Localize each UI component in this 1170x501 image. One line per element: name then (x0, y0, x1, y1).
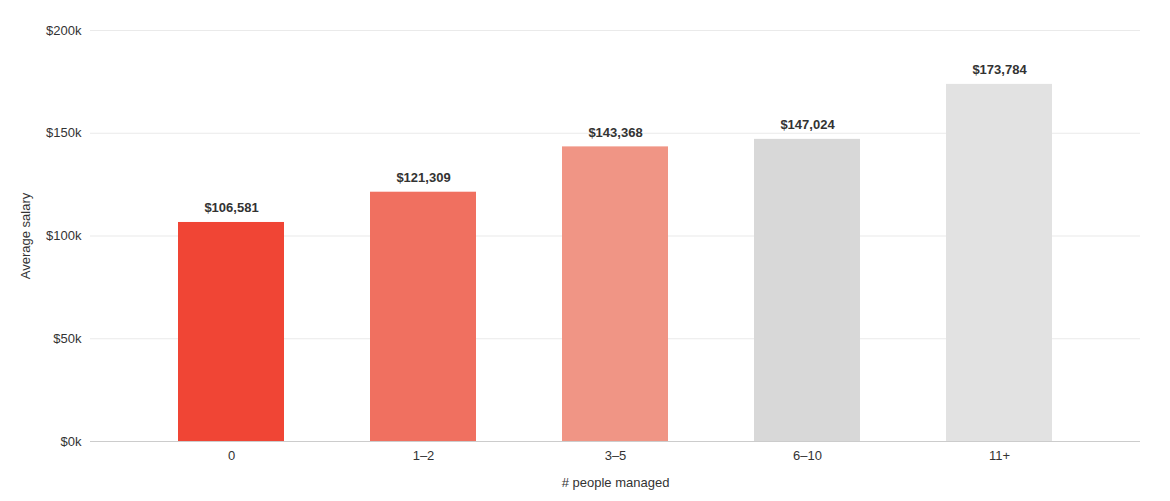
svg-text:Average salary: Average salary (18, 192, 33, 279)
svg-text:$173,784: $173,784 (972, 62, 1027, 77)
svg-text:$100k: $100k (46, 228, 82, 243)
svg-text:1–2: 1–2 (413, 448, 435, 463)
svg-text:$106,581: $106,581 (204, 200, 258, 215)
svg-text:$50k: $50k (53, 331, 82, 346)
svg-text:0: 0 (228, 448, 235, 463)
svg-text:# people managed: # people managed (562, 475, 670, 490)
svg-text:$200k: $200k (46, 23, 82, 38)
svg-text:6–10: 6–10 (793, 448, 822, 463)
svg-text:$0k: $0k (61, 434, 82, 449)
svg-text:3–5: 3–5 (605, 448, 627, 463)
svg-text:$121,309: $121,309 (396, 170, 450, 185)
svg-text:$143,368: $143,368 (588, 125, 642, 140)
svg-text:11+: 11+ (989, 448, 1010, 463)
svg-text:$147,024: $147,024 (780, 117, 835, 132)
svg-text:$150k: $150k (46, 125, 82, 140)
